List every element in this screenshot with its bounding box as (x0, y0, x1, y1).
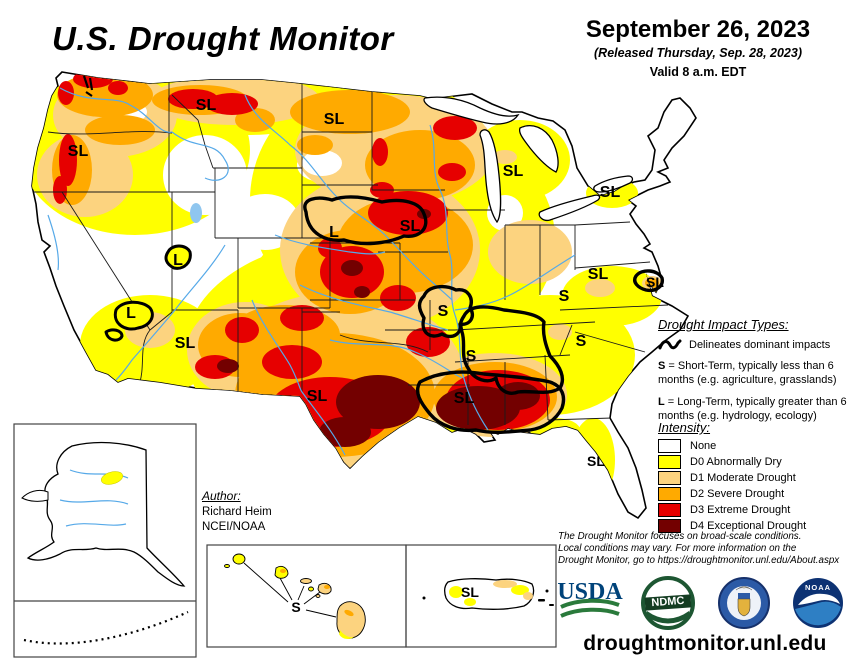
impact-delineation-lines (104, 195, 664, 434)
long-term-text: = Long-Term, typically greater than 6 mo… (658, 396, 847, 423)
legend-item-d4: D4 Exceptional Drought (658, 518, 856, 533)
map-label-missouri-arkansas: S (437, 303, 449, 320)
great-lakes (423, 96, 634, 224)
map-date: September 26, 2023 (585, 16, 811, 43)
intensity-heading: Intensity: (658, 420, 711, 435)
ndmc-logo: NDMC (641, 576, 695, 630)
swatch-d0 (658, 454, 681, 469)
date-block: September 26, 2023 (Released Thursday, S… (540, 16, 856, 79)
swatch-d2 (658, 486, 681, 501)
alaska-inset (13, 423, 197, 658)
legend-label: None (690, 439, 717, 452)
valid-time: Valid 8 a.m. EDT (649, 65, 747, 79)
map-label-georgia: S (575, 333, 587, 350)
map-label-tennessee: S (465, 348, 477, 365)
alaska-rivers (59, 469, 129, 527)
alaska-outline (26, 441, 186, 587)
disclaimer-line: Drought Monitor, go to https://droughtmo… (558, 555, 840, 567)
noaa-logo: NOAA (793, 578, 843, 628)
state-borders (32, 74, 669, 425)
legend-label: D1 Moderate Drought (690, 471, 796, 484)
puerto-rico-inset (405, 544, 557, 648)
website-url[interactable]: droughtmonitor.unl.edu (583, 632, 827, 655)
pr-outlying-islands (422, 589, 554, 606)
map-label-texas: SL (306, 388, 328, 405)
impact-delineation-icon (658, 339, 682, 350)
release-date: (Released Thursday, Sep. 28, 2023) (594, 46, 802, 60)
map-label-florida: SL (587, 453, 605, 469)
impact-legend-heading: Drought Impact Types: (658, 317, 789, 332)
great-salt-lake (190, 203, 202, 223)
long-term-definition: L = Long-Term, typically greater than 6 … (658, 395, 856, 423)
legend-item-d1: D1 Moderate Drought (658, 470, 856, 485)
map-label-montana: SL (195, 97, 217, 114)
puget-sound (82, 75, 94, 97)
svg-text:NOAA: NOAA (805, 583, 831, 592)
short-term-definition: S = Short-Term, typically less than 6 mo… (658, 359, 856, 387)
legend-label: D0 Abnormally Dry (690, 455, 782, 468)
delineates-label: Delineates dominant impacts (689, 338, 831, 351)
short-term-text: = Short-Term, typically less than 6 mont… (658, 360, 837, 387)
map-label-kentucky: S (558, 288, 570, 305)
map-label-michigan: SL (502, 163, 524, 180)
map-label-delmarva: SL (646, 274, 664, 290)
swatch-d1 (658, 470, 681, 485)
short-term-letter: S (658, 360, 666, 372)
swatch-d4 (658, 518, 681, 533)
legend-item-none: None (658, 438, 856, 453)
map-label-new-mexico: SL (174, 335, 196, 352)
legend-item-d2: D2 Severe Drought (658, 486, 856, 501)
map-label-nebraska: L (329, 224, 339, 241)
long-term-letter: L (658, 396, 665, 409)
map-label-new-york: SL (599, 184, 621, 201)
map-label-arizona: L (126, 305, 136, 322)
map-label-virginia: SL (587, 266, 609, 283)
author-org: NCEI/NOAA (202, 520, 266, 533)
author-name: Richard Heim (202, 505, 272, 518)
legend-label: D3 Extreme Drought (690, 503, 791, 516)
alaska-d0-patch (101, 471, 123, 485)
legend-item-d3: D3 Extreme Drought (658, 502, 856, 517)
disclaimer-line: Local conditions may vary. For more info… (558, 543, 797, 555)
map-label-utah: L (173, 252, 183, 269)
map-label-north-dakota: SL (323, 111, 345, 128)
aleutian-islands (23, 610, 189, 645)
svg-text:NDMC: NDMC (651, 595, 685, 609)
hawaii-inset (206, 544, 407, 648)
usda-logo: USDA (558, 579, 623, 618)
swatch-none (658, 438, 681, 453)
partner-logos: USDA NDMC NOAA (558, 576, 843, 630)
impact-types-legend: Drought Impact Types: Delineates dominan… (658, 317, 856, 423)
swatch-d3 (658, 502, 681, 517)
author-block: Author: Richard Heim NCEI/NOAA (202, 489, 272, 534)
disclaimer: The Drought Monitor focuses on broad-sca… (558, 531, 858, 568)
legend-item-d0: D0 Abnormally Dry (658, 454, 856, 469)
map-label-hawaii: S (291, 599, 301, 615)
author-heading: Author: (202, 489, 241, 503)
page-title: U.S. Drought Monitor (52, 20, 394, 57)
map-label-puerto-rico: SL (461, 584, 479, 600)
intensity-legend: Intensity: None D0 Abnormally Dry D1 Mod… (658, 420, 856, 533)
map-label-oregon: SL (67, 143, 89, 160)
disclaimer-line: The Drought Monitor focuses on broad-sca… (558, 531, 802, 542)
legend-label: D2 Severe Drought (690, 487, 785, 500)
commerce-seal (718, 577, 770, 629)
legend-label: D4 Exceptional Drought (690, 519, 807, 532)
map-label-louisiana: SL (453, 390, 475, 407)
map-label-iowa: SL (399, 218, 421, 235)
